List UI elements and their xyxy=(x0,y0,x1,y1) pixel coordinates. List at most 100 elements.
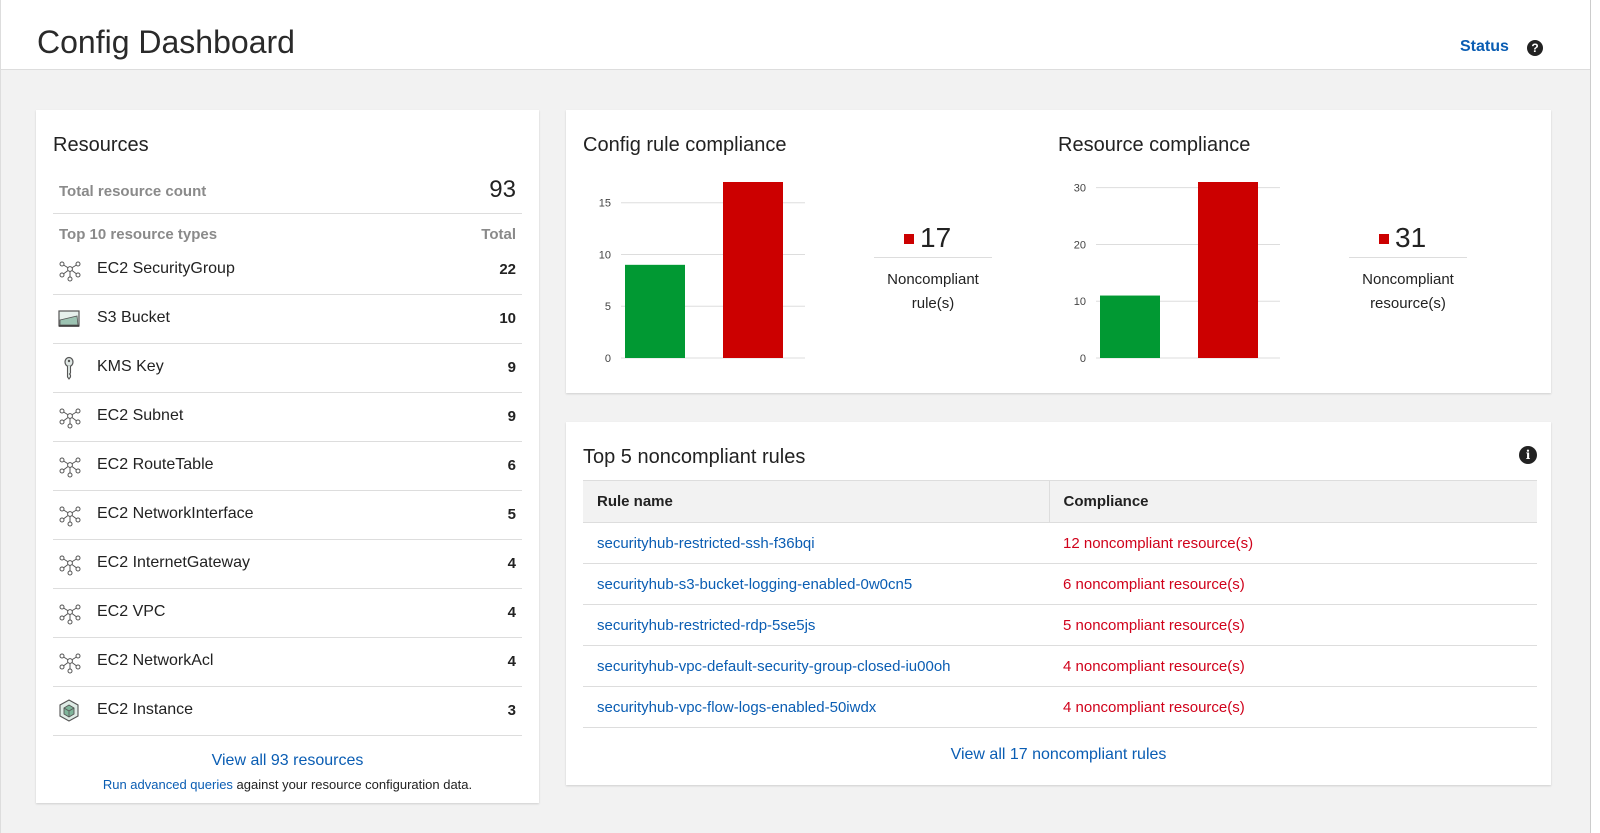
resource-type-count: 10 xyxy=(499,310,516,327)
resource-type-row: EC2 Subnet 9 xyxy=(53,393,522,442)
resource-summary-label-1: Noncompliant xyxy=(1362,271,1454,288)
noncompliant-legend-square xyxy=(1379,234,1389,244)
noncompliant-legend-square xyxy=(904,234,914,244)
network-icon xyxy=(57,601,81,625)
resource-type-row: EC2 Instance 3 xyxy=(53,687,522,736)
rule-noncompliant-summary: 17 Noncompliant rule(s) xyxy=(874,218,992,316)
y-tick-label: 5 xyxy=(605,301,611,313)
resource-type-row: EC2 InternetGateway 4 xyxy=(53,540,522,589)
resource-type-row: KMS Key 9 xyxy=(53,344,522,393)
resource-type-name: KMS Key xyxy=(97,358,164,375)
info-icon[interactable]: i xyxy=(1519,446,1537,464)
y-tick-label: 30 xyxy=(1074,183,1086,195)
instance-icon xyxy=(57,699,81,723)
compliance-header: Compliance xyxy=(1048,480,1537,523)
advanced-queries-text: Run advanced queries against your resour… xyxy=(36,777,539,792)
status-link[interactable]: Status xyxy=(1460,38,1509,55)
compliance-panel: Config rule compliance 0 5 10 15 17 Noncomp… xyxy=(566,110,1551,393)
resource-type-count: 6 xyxy=(507,457,516,474)
resource-noncompliant-summary: 31 Noncompliant resource(s) xyxy=(1349,218,1467,316)
noncompliant-rules-table: Rule name Compliance securityhub-restric… xyxy=(583,480,1537,728)
rule-link[interactable]: securityhub-vpc-default-security-group-c… xyxy=(597,657,951,675)
noncompliant-bar[interactable] xyxy=(723,182,783,358)
y-tick-label: 0 xyxy=(605,353,611,365)
network-icon xyxy=(57,258,81,282)
compliance-cell: 12 noncompliant resource(s) xyxy=(1049,522,1537,564)
rule-name-cell: securityhub-vpc-flow-logs-enabled-50iwdx xyxy=(583,686,1049,728)
resource-type-row: EC2 NetworkInterface 5 xyxy=(53,491,522,540)
advanced-queries-link[interactable]: Run advanced queries xyxy=(102,777,233,792)
y-tick-label: 15 xyxy=(599,198,611,210)
rule-compliance-title: Config rule compliance xyxy=(583,134,787,156)
rule-name-cell: securityhub-restricted-ssh-f36bqi xyxy=(583,522,1049,564)
table-row: securityhub-s3-bucket-logging-enabled-0w… xyxy=(583,563,1537,605)
compliance-cell: 4 noncompliant resource(s) xyxy=(1049,645,1537,687)
resource-type-row: EC2 SecurityGroup 22 xyxy=(53,246,522,295)
top-types-header: Top 10 resource types Total xyxy=(53,224,522,244)
resource-compliance-title: Resource compliance xyxy=(1058,134,1251,156)
rule-link[interactable]: securityhub-restricted-ssh-f36bqi xyxy=(597,534,815,552)
rule-name-cell: securityhub-restricted-rdp-5se5js xyxy=(583,604,1049,646)
resource-type-name: EC2 NetworkAcl xyxy=(97,652,214,669)
network-icon xyxy=(57,503,81,527)
resources-title: Resources xyxy=(53,134,149,156)
rule-link[interactable]: securityhub-s3-bucket-logging-enabled-0w… xyxy=(597,575,913,593)
view-all-rules-link[interactable]: View all 17 noncompliant rules xyxy=(950,746,1167,763)
network-icon xyxy=(57,650,81,674)
resource-type-name: EC2 SecurityGroup xyxy=(97,260,235,277)
resource-compliance-chart: 0 10 20 30 xyxy=(1074,182,1280,365)
top-types-label: Top 10 resource types xyxy=(59,226,218,243)
resource-noncompliant-count: 31 xyxy=(1395,222,1427,253)
page-title: Config Dashboard xyxy=(37,24,295,60)
resource-type-list: EC2 SecurityGroup 22 S3 Bucket 10 KMS Key 9 EC… xyxy=(53,246,522,736)
window-scrollbar[interactable] xyxy=(1590,0,1600,833)
rule-name-cell: securityhub-vpc-default-security-group-c… xyxy=(583,645,1049,687)
compliance-cell: 6 noncompliant resource(s) xyxy=(1049,563,1537,605)
rule-noncompliant-count: 17 xyxy=(920,222,952,253)
view-all-resources-link[interactable]: View all 93 resources xyxy=(211,752,364,769)
total-resource-row: Total resource count 93 xyxy=(53,166,522,214)
y-tick-label: 20 xyxy=(1074,239,1086,251)
resource-type-row: EC2 NetworkAcl 4 xyxy=(53,638,522,687)
resource-type-name: EC2 Subnet xyxy=(97,407,184,424)
top-bar: Config Dashboard Status ? xyxy=(0,0,1590,70)
table-header-row: Rule name Compliance xyxy=(583,480,1537,523)
y-tick-label: 0 xyxy=(1080,353,1086,365)
top-noncompliant-rules-panel: Top 5 noncompliant rules i Rule name Com… xyxy=(566,422,1551,785)
resource-type-name: EC2 RouteTable xyxy=(97,456,214,473)
compliant-bar[interactable] xyxy=(625,264,685,358)
rule-name-header: Rule name xyxy=(583,480,1049,523)
advanced-queries-rest: against your resource configuration data… xyxy=(232,777,473,792)
page-edge xyxy=(0,0,1,833)
bucket-icon xyxy=(57,307,81,331)
rule-name-cell: securityhub-s3-bucket-logging-enabled-0w… xyxy=(583,563,1049,605)
network-icon xyxy=(57,405,81,429)
resource-summary-label-2: resource(s) xyxy=(1370,295,1446,312)
table-row: securityhub-restricted-rdp-5se5js 5 nonco… xyxy=(583,604,1537,646)
network-icon xyxy=(57,552,81,576)
compliant-bar[interactable] xyxy=(1100,295,1160,358)
resource-type-name: EC2 VPC xyxy=(97,603,166,620)
table-row: securityhub-vpc-default-security-group-c… xyxy=(583,645,1537,687)
noncompliant-bar[interactable] xyxy=(1198,182,1258,358)
rule-summary-label-2: rule(s) xyxy=(911,295,955,312)
network-icon xyxy=(57,454,81,478)
total-resource-label: Total resource count xyxy=(59,183,207,200)
resource-type-name: EC2 Instance xyxy=(97,701,194,718)
help-icon[interactable]: ? xyxy=(1527,40,1543,56)
compliance-cell: 5 noncompliant resource(s) xyxy=(1049,604,1537,646)
resource-type-name: EC2 InternetGateway xyxy=(97,554,250,571)
resource-type-name: EC2 NetworkInterface xyxy=(97,505,254,522)
compliance-cell: 4 noncompliant resource(s) xyxy=(1049,686,1537,728)
resource-type-count: 22 xyxy=(499,261,516,278)
top-types-total-label: Total xyxy=(481,226,516,243)
resource-type-count: 4 xyxy=(507,604,516,621)
resource-type-count: 3 xyxy=(507,702,516,719)
table-row: securityhub-restricted-ssh-f36bqi 12 nonc… xyxy=(583,522,1537,564)
rule-link[interactable]: securityhub-restricted-rdp-5se5js xyxy=(597,616,816,634)
rule-link[interactable]: securityhub-vpc-flow-logs-enabled-50iwdx xyxy=(597,698,877,716)
resources-panel: Resources Total resource count 93 Top 10… xyxy=(36,110,539,803)
resource-type-row: S3 Bucket 10 xyxy=(53,295,522,344)
top-rules-title: Top 5 noncompliant rules xyxy=(583,446,806,468)
resource-type-count: 4 xyxy=(507,653,516,670)
